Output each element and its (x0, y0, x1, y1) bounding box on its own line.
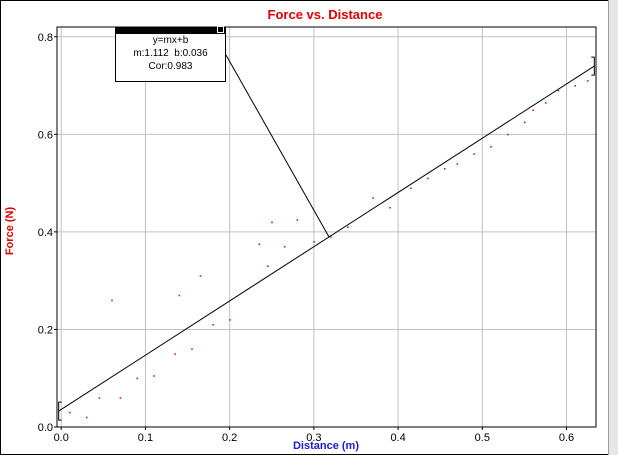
data-point (296, 219, 299, 221)
y-axis-label: Force (N) (4, 207, 16, 256)
data-point (212, 324, 214, 326)
data-point (229, 319, 231, 321)
data-point (574, 85, 576, 87)
fit-equation: y=mx+b (152, 35, 189, 46)
fit-correlation: Cor:0.983 (148, 61, 193, 72)
data-point (443, 167, 446, 170)
data-point (174, 353, 176, 355)
x-tick-label: 0.0 (54, 432, 69, 444)
data-point (283, 246, 286, 248)
data-point (69, 411, 71, 414)
fit-box-titlebar[interactable] (116, 26, 225, 34)
y-tick-label: 0.6 (38, 129, 53, 141)
fit-range-start-bracket[interactable] (58, 401, 62, 421)
data-point (85, 416, 88, 419)
close-icon[interactable] (217, 26, 224, 33)
plot-background (57, 27, 596, 427)
y-tick-label: 0.4 (38, 227, 53, 239)
data-point (111, 299, 113, 302)
data-point (267, 265, 269, 268)
x-axis-label: Distance (m) (293, 440, 359, 452)
window-edge (608, 0, 618, 455)
data-point (544, 102, 547, 104)
y-tick-label: 0.0 (38, 422, 53, 434)
y-tick-label: 0.8 (38, 32, 53, 44)
data-point (587, 80, 589, 82)
data-point (330, 236, 332, 238)
fit-range-end-bracket[interactable] (591, 56, 595, 76)
x-tick-label: 0.3 (306, 432, 321, 444)
data-point (557, 89, 560, 92)
data-point (507, 133, 509, 136)
x-tick-label: 0.5 (475, 432, 490, 444)
data-point (490, 146, 492, 148)
data-point (136, 377, 139, 380)
fit-line (58, 65, 595, 412)
data-point (258, 243, 261, 246)
data-point (427, 177, 429, 180)
fit-slope: m:1.112 (133, 48, 169, 59)
x-tick-label: 0.4 (390, 432, 405, 444)
fit-leader-line (225, 54, 330, 238)
data-point (372, 197, 374, 199)
data-point (410, 187, 412, 189)
plot-area[interactable]: 0.0 0.1 0.2 0.3 0.4 0.5 0.6 0.0 0.2 0.4 0.6 0.8 (38, 26, 597, 444)
plot-border (56, 26, 597, 428)
data-point (153, 375, 155, 377)
data-point (473, 153, 475, 155)
data-point (523, 121, 526, 124)
data-point (456, 163, 459, 165)
data-point (199, 275, 202, 277)
x-tick-label: 0.1 (138, 432, 153, 444)
chart-title: Force vs. Distance (268, 7, 383, 22)
fit-intercept: b:0.036 (174, 48, 208, 59)
x-tick-label: 0.6 (559, 432, 574, 444)
data-point (389, 206, 391, 209)
data-point (347, 226, 349, 228)
y-tick-label: 0.2 (38, 324, 53, 336)
data-point (532, 109, 534, 111)
x-tick-label: 0.2 (222, 432, 237, 444)
data-point (119, 397, 122, 399)
data-point (178, 294, 181, 297)
data-point (313, 241, 315, 243)
data-point (271, 221, 273, 224)
fit-annotation-box[interactable]: y=mx+b m:1.112 b:0.036 Cor:0.983 (115, 26, 226, 82)
data-point (191, 348, 193, 350)
data-point (98, 397, 101, 399)
